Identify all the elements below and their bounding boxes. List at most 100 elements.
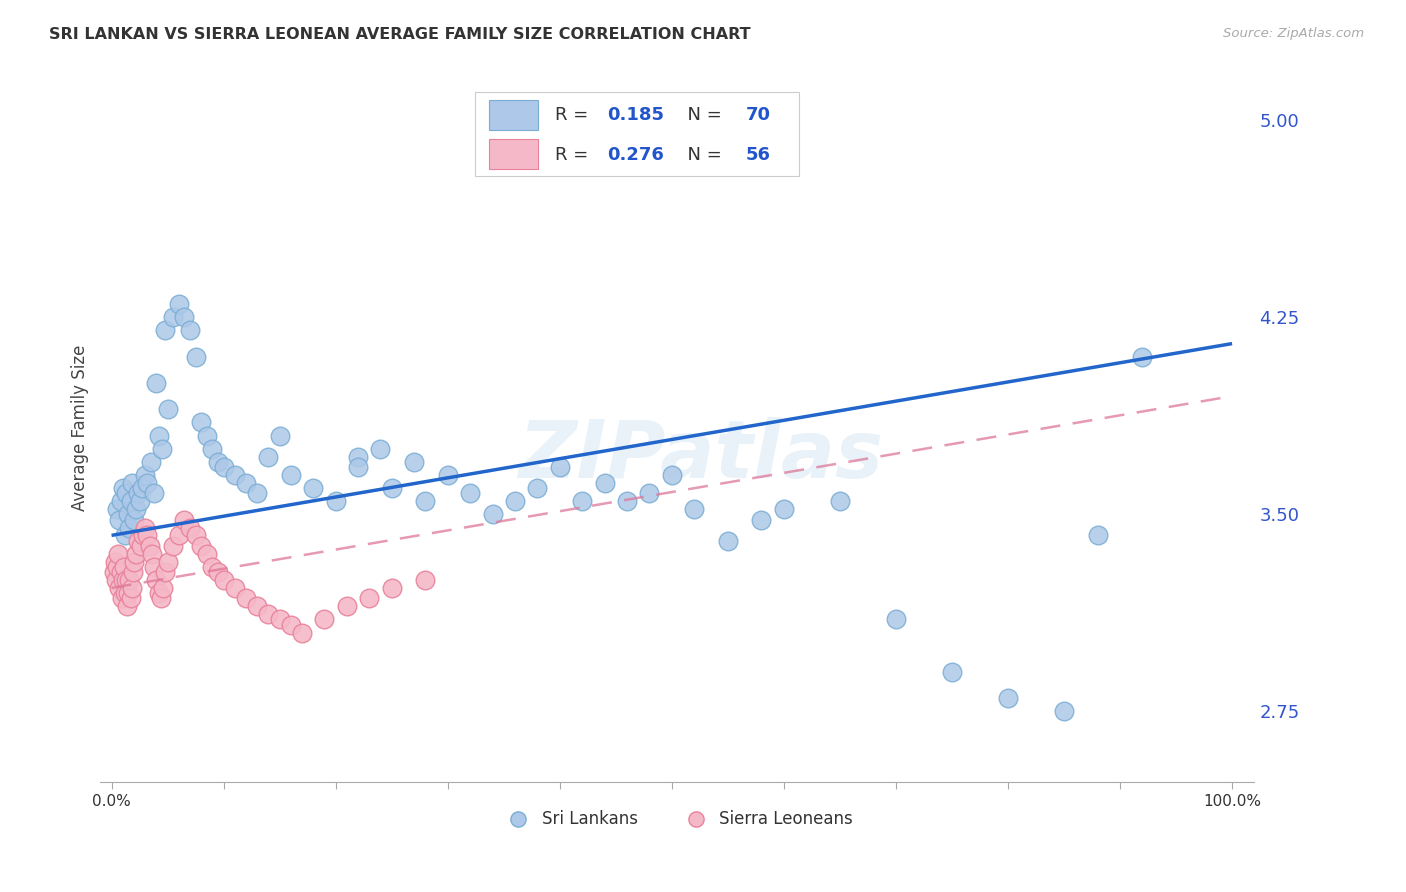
Point	[138, 539, 160, 553]
Point	[370, 442, 392, 456]
FancyBboxPatch shape	[475, 92, 799, 176]
Text: 56: 56	[745, 146, 770, 164]
Point	[122, 513, 145, 527]
Point	[167, 528, 190, 542]
Point	[347, 460, 370, 475]
Point	[347, 450, 370, 464]
Point	[257, 450, 280, 464]
Point	[571, 494, 593, 508]
Point	[302, 481, 325, 495]
Point	[115, 573, 138, 587]
Point	[120, 494, 142, 508]
Point	[291, 625, 314, 640]
Point	[105, 560, 128, 574]
Point	[1053, 705, 1076, 719]
Point	[638, 486, 661, 500]
Point	[184, 528, 207, 542]
Text: SRI LANKAN VS SIERRA LEONEAN AVERAGE FAMILY SIZE CORRELATION CHART: SRI LANKAN VS SIERRA LEONEAN AVERAGE FAM…	[49, 27, 751, 42]
Text: 0.185: 0.185	[607, 106, 664, 124]
Point	[404, 455, 426, 469]
Point	[381, 581, 404, 595]
Point	[121, 565, 143, 579]
Point	[110, 494, 132, 508]
Point	[212, 573, 235, 587]
Point	[148, 586, 170, 600]
Point	[152, 581, 174, 595]
Point	[121, 475, 143, 490]
Point	[155, 565, 177, 579]
Point	[141, 547, 163, 561]
Point	[173, 310, 195, 325]
Point	[503, 494, 526, 508]
Point	[107, 547, 129, 561]
FancyBboxPatch shape	[489, 100, 537, 130]
Point	[548, 460, 571, 475]
Point	[616, 494, 638, 508]
Point	[195, 547, 218, 561]
Point	[143, 486, 166, 500]
Point	[201, 560, 224, 574]
Point	[117, 508, 139, 522]
Text: N =: N =	[676, 106, 728, 124]
Text: Source: ZipAtlas.com: Source: ZipAtlas.com	[1223, 27, 1364, 40]
Text: R =: R =	[555, 146, 595, 164]
Point	[143, 560, 166, 574]
Text: 70: 70	[745, 106, 770, 124]
Point	[104, 555, 127, 569]
Point	[235, 591, 257, 606]
Point	[359, 591, 381, 606]
Point	[103, 565, 125, 579]
Point	[114, 586, 136, 600]
Point	[111, 591, 134, 606]
Point	[114, 528, 136, 542]
Point	[190, 416, 212, 430]
Point	[235, 475, 257, 490]
Point	[134, 520, 156, 534]
Point	[436, 467, 458, 482]
Point	[997, 691, 1019, 706]
Point	[179, 323, 201, 337]
Point	[413, 494, 436, 508]
Point	[108, 581, 131, 595]
Text: R =: R =	[555, 106, 595, 124]
Text: 0.276: 0.276	[607, 146, 664, 164]
Point	[280, 467, 302, 482]
Point	[941, 665, 963, 679]
Point	[184, 350, 207, 364]
Point	[481, 508, 503, 522]
Point	[458, 486, 481, 500]
Point	[156, 555, 179, 569]
Point	[179, 520, 201, 534]
Point	[246, 486, 269, 500]
Point	[593, 475, 616, 490]
Text: N =: N =	[676, 146, 728, 164]
Point	[117, 586, 139, 600]
Y-axis label: Average Family Size: Average Family Size	[72, 344, 89, 511]
Point	[120, 591, 142, 606]
Point	[148, 428, 170, 442]
Point	[413, 573, 436, 587]
Point	[108, 513, 131, 527]
Point	[246, 599, 269, 614]
Point	[149, 591, 172, 606]
Point	[128, 494, 150, 508]
Point	[125, 547, 148, 561]
Point	[139, 455, 162, 469]
Point	[828, 494, 851, 508]
Point	[136, 475, 159, 490]
Point	[121, 581, 143, 595]
Point	[224, 581, 246, 595]
Point	[122, 555, 145, 569]
Point	[105, 502, 128, 516]
Point	[129, 539, 152, 553]
Point	[257, 607, 280, 622]
Point	[280, 617, 302, 632]
Point	[173, 513, 195, 527]
Point	[325, 494, 347, 508]
Point	[155, 323, 177, 337]
Point	[269, 612, 291, 626]
Point	[269, 428, 291, 442]
Legend: Sri Lankans, Sierra Leoneans: Sri Lankans, Sierra Leoneans	[495, 803, 860, 834]
Point	[118, 520, 141, 534]
Point	[136, 528, 159, 542]
